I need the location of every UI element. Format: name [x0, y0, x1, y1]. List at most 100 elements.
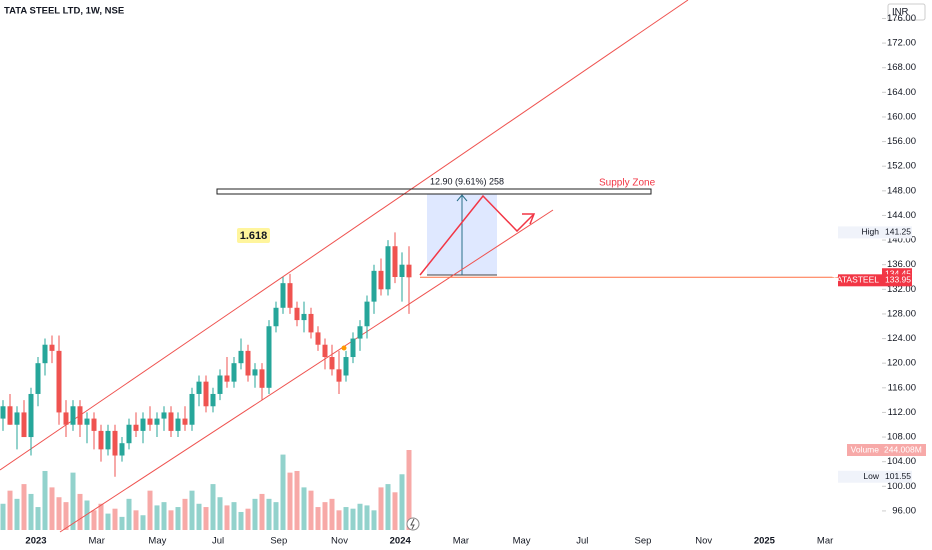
candle-body — [287, 283, 293, 308]
volume-last: 244.008M — [884, 444, 922, 454]
channel-lower — [59, 209, 554, 533]
volume-bar — [294, 470, 300, 530]
x-tick-label: Nov — [331, 536, 348, 547]
event-dot — [341, 345, 347, 351]
low-name: Low — [863, 471, 879, 481]
x-tick-label: 2024 — [390, 536, 412, 547]
y-tick-label: 172.00 — [887, 38, 916, 49]
candle-body — [252, 369, 258, 376]
price-axis — [882, 0, 932, 530]
y-tick-label: 136.00 — [887, 259, 916, 270]
candle-body — [357, 326, 363, 339]
projection-arrow — [419, 194, 534, 276]
x-tick-label: Jul — [576, 536, 588, 547]
volume-bar — [336, 510, 342, 530]
candle-body — [119, 443, 125, 456]
candle-body — [301, 313, 307, 321]
y-tick-label: 112.00 — [888, 407, 916, 418]
volume-bar — [168, 510, 174, 530]
volume-bar — [119, 516, 125, 530]
currency-box[interactable] — [887, 3, 926, 21]
x-tick-label: Jul — [212, 536, 224, 547]
candle-body — [259, 369, 265, 388]
candle-body — [7, 406, 13, 425]
candle-body — [175, 418, 181, 431]
candle-body — [84, 418, 90, 425]
candle-body — [350, 338, 356, 358]
candle-body — [217, 375, 223, 394]
volume-bar — [385, 484, 391, 530]
candle-body — [70, 406, 76, 425]
volume-bar — [161, 502, 167, 530]
last-price: 133.95 — [885, 275, 911, 285]
event-icon — [406, 517, 420, 531]
candle-body — [224, 375, 230, 382]
volume-bar — [98, 503, 104, 530]
volume-bar — [322, 502, 328, 530]
x-tick-label: Sep — [270, 536, 287, 547]
volume-layer — [0, 450, 412, 530]
volume-bar — [112, 508, 118, 530]
last-price-bg — [882, 274, 912, 287]
candle-body — [49, 344, 55, 351]
measure-arrow-head — [456, 194, 468, 202]
volume-bar — [245, 508, 251, 530]
y-tick-label: 140.00 — [887, 235, 916, 246]
x-tick-label: Sep — [635, 536, 652, 547]
y-tick-label: 96.00 — [892, 505, 916, 516]
x-tick-label: Mar — [89, 536, 105, 547]
candle-body — [308, 313, 314, 333]
measure-label: 12.90 (9.61%) 258 — [430, 176, 504, 186]
candle-body — [399, 264, 405, 278]
candle-body — [161, 412, 167, 419]
candle-body — [189, 393, 195, 425]
volume-bar — [399, 474, 405, 530]
candle-body — [42, 344, 48, 364]
volume-bar — [189, 490, 195, 530]
volume-bar — [175, 507, 181, 530]
candle-body — [238, 350, 244, 364]
volume-bar — [133, 510, 139, 530]
x-tick-label: May — [148, 536, 166, 547]
high-name-bg — [838, 226, 882, 239]
x-tick-label: 2023 — [25, 536, 46, 547]
volume-bar — [217, 497, 223, 530]
volume-bar — [35, 507, 41, 530]
volume-bar — [224, 505, 230, 530]
candle-body — [196, 381, 202, 394]
candle-body — [385, 246, 391, 290]
volume-bar — [329, 498, 335, 530]
channel-upper — [0, 0, 689, 471]
fib-label: 1.618 — [240, 230, 268, 242]
candle-body — [273, 307, 279, 327]
volume-bar — [392, 492, 398, 530]
volume-bar — [147, 490, 153, 530]
volume-bar — [280, 454, 286, 530]
x-tick-label: Mar — [817, 536, 833, 547]
supply-zone — [216, 188, 652, 195]
volume-last-bg — [882, 444, 926, 456]
volume-bar — [28, 493, 34, 530]
volume-bar — [406, 450, 412, 530]
high-label: 141.25 — [885, 227, 911, 237]
volume-bar — [357, 503, 363, 530]
y-tick-label: 176.00 — [887, 13, 916, 24]
fib-badge — [237, 228, 270, 243]
volume-name-bg — [847, 444, 882, 456]
candle-body — [112, 430, 118, 456]
candle-body — [266, 326, 272, 388]
volume-bar — [63, 502, 69, 530]
volume-bar — [252, 498, 258, 530]
volume-bar — [126, 498, 132, 530]
event-icon-bolt — [410, 518, 415, 530]
y-tick-label: 148.00 — [887, 185, 916, 196]
currency: INR — [892, 7, 909, 18]
volume-bar — [371, 510, 377, 530]
volume-bar — [210, 484, 216, 530]
candle-body — [203, 381, 209, 407]
y-tick-label: 132.00 — [887, 284, 916, 295]
y-tick-label: 156.00 — [887, 136, 916, 147]
volume-bar — [140, 515, 146, 530]
candle-body — [147, 418, 153, 425]
